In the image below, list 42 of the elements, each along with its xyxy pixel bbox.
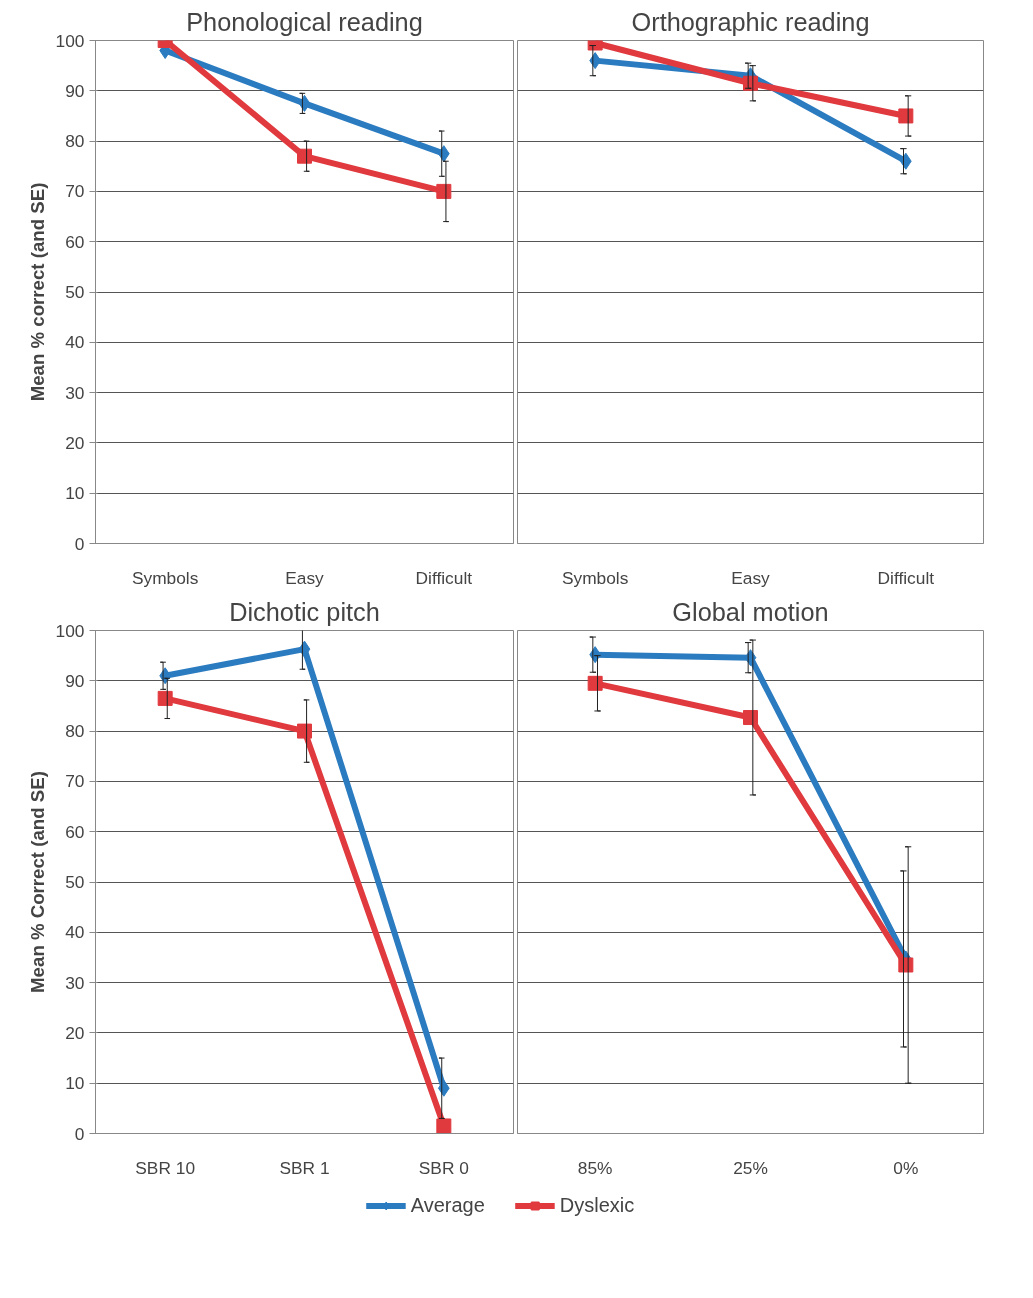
y-tick-label: 50: [65, 872, 85, 892]
y-tick-label: 40: [65, 332, 85, 353]
y-tick-label: 20: [65, 1022, 85, 1043]
y-tick-label: 100: [55, 30, 85, 51]
y-tick-label: 60: [65, 821, 85, 842]
y-tick-label: 30: [65, 382, 85, 403]
legend-label: Dyslexic: [559, 1193, 635, 1217]
y-tick-label: 40: [65, 922, 85, 943]
y-tick-label: 70: [65, 771, 85, 792]
y-tick-label: 10: [65, 1073, 85, 1094]
x-tick-label: 85%: [577, 1157, 613, 1178]
x-tick-label: SBR 0: [418, 1157, 469, 1178]
x-tick-label: 25%: [733, 1157, 768, 1178]
y-tick-label: 20: [65, 432, 85, 453]
x-tick-label: Symbols: [561, 567, 629, 588]
chart-title: Dichotic pitch: [229, 597, 380, 626]
y-tick-label: 70: [65, 181, 85, 202]
x-tick-label: Easy: [285, 567, 325, 588]
y-tick-label: 50: [65, 282, 85, 302]
chart-title: Phonological reading: [186, 7, 423, 36]
y-tick-label: 90: [65, 670, 85, 691]
y-tick-label: 100: [55, 620, 85, 641]
y-tick-label: 80: [65, 131, 85, 152]
y-axis-title: Mean % Correct (and SE): [26, 771, 48, 993]
legend-label: Average: [410, 1193, 485, 1217]
y-tick-label: 0: [74, 533, 85, 554]
x-tick-label: SBR 1: [279, 1157, 330, 1178]
x-tick-label: 0%: [893, 1157, 919, 1178]
x-tick-label: Symbols: [131, 567, 199, 588]
chart-title: Global motion: [672, 597, 829, 626]
y-tick-label: 60: [65, 231, 85, 252]
y-tick-label: 0: [74, 1123, 85, 1144]
y-tick-label: 10: [65, 483, 85, 504]
y-tick-label: 30: [65, 972, 85, 993]
y-tick-label: 90: [65, 80, 85, 101]
x-tick-label: Difficult: [877, 567, 935, 588]
x-tick-label: SBR 10: [135, 1157, 196, 1178]
y-axis-title: Mean % correct (and SE): [26, 182, 48, 402]
y-tick-label: 80: [65, 721, 85, 742]
x-tick-label: Difficult: [415, 567, 473, 588]
x-tick-label: Easy: [731, 567, 771, 588]
chart-title: Orthographic reading: [631, 7, 870, 36]
